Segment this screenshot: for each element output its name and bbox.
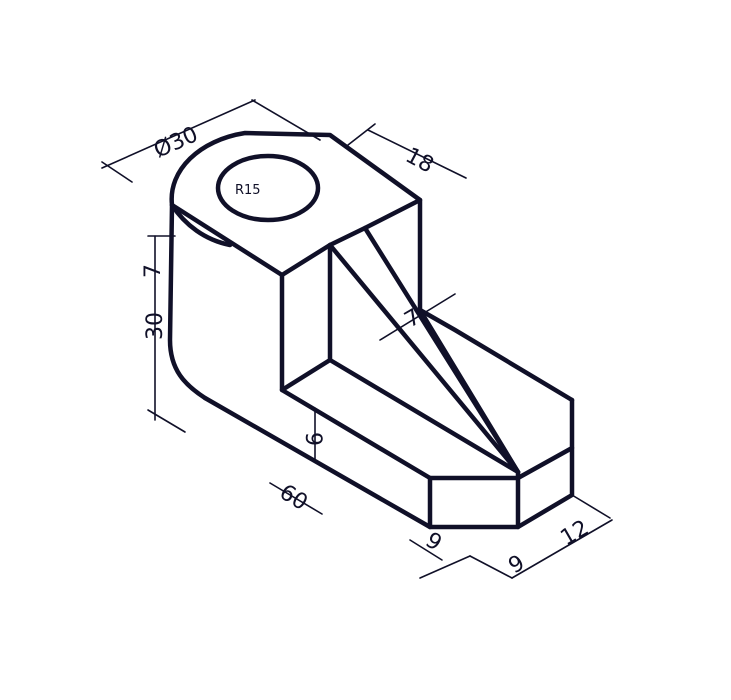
dim-front-9a: 9	[421, 528, 446, 557]
front-block	[427, 475, 521, 530]
dim-rib-offset: 9	[300, 432, 325, 446]
dim-height: 30	[143, 312, 168, 340]
rib-left-edge	[327, 242, 521, 475]
base-bottom-edge	[202, 395, 433, 530]
dim-side-7: 7	[141, 264, 166, 278]
dimension-labels: Ø30 R15 18 7 7 30 9 60 9 9 12	[141, 122, 593, 579]
notch-face	[279, 242, 333, 393]
boss-top-face	[169, 130, 423, 278]
dim-depth: 12	[557, 516, 594, 552]
boss-side-curve	[169, 202, 233, 248]
notch-bottom	[279, 387, 433, 481]
dimension-lines	[101, 99, 613, 579]
right-slope	[417, 307, 575, 403]
boss-left-side	[167, 202, 208, 401]
dim-hole-radius: R15	[235, 183, 261, 198]
object-outline	[167, 130, 575, 530]
front-block-right	[515, 445, 575, 530]
right-inner-slope	[417, 307, 521, 475]
rib-bottom-edge	[327, 357, 521, 475]
front-block-top	[515, 397, 575, 481]
dim-base-length: 60	[275, 480, 312, 516]
hole	[215, 153, 321, 223]
dim-front-9b: 9	[505, 551, 530, 580]
